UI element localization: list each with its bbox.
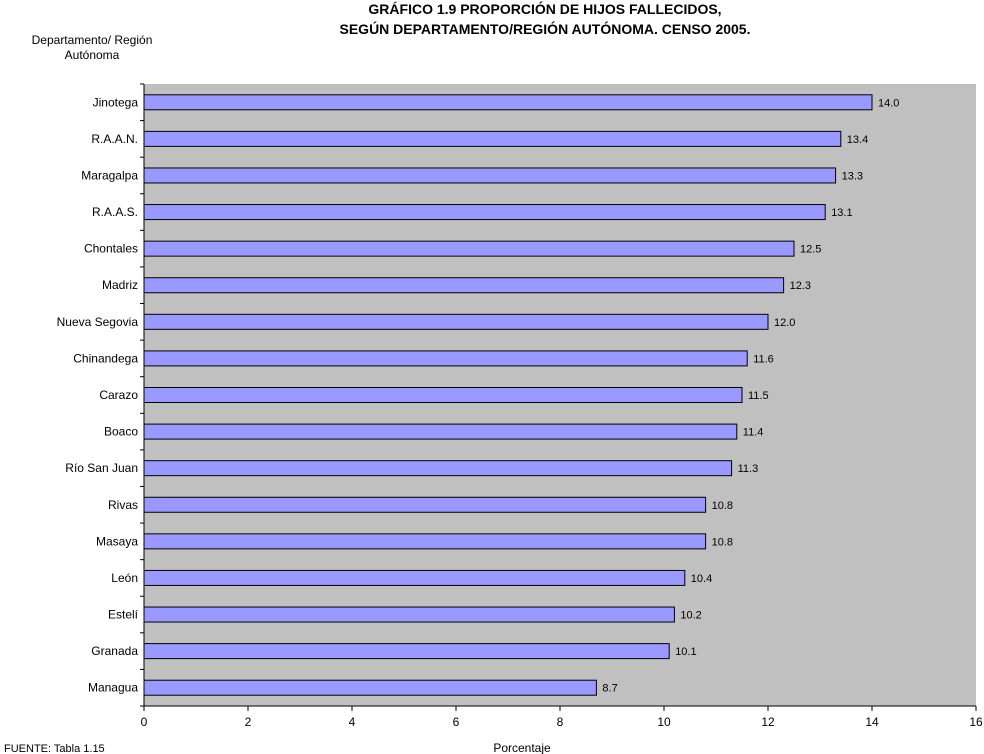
data-label: 12.3 <box>790 280 811 292</box>
bar <box>143 423 738 440</box>
category-label: Madriz <box>102 278 138 292</box>
bar <box>143 350 748 367</box>
bar <box>143 240 795 257</box>
data-label: 11.5 <box>748 390 769 402</box>
data-label: 10.8 <box>712 536 733 548</box>
y-axis-title-line-2: Autónoma <box>65 48 120 62</box>
x-tick-label: 14 <box>865 715 879 729</box>
chart-title-line-1: GRÁFICO 1.9 PROPORCIÓN DE HIJOS FALLECID… <box>368 0 721 17</box>
category-label: Río San Juan <box>65 461 138 475</box>
category-label: R.A.A.S. <box>92 205 138 219</box>
data-label: 11.3 <box>738 463 759 475</box>
data-label: 8.7 <box>602 683 617 695</box>
x-tick-label: 4 <box>349 715 356 729</box>
category-label: Maragalpa <box>81 168 138 182</box>
category-label: R.A.A.N. <box>91 132 138 146</box>
category-label: Granada <box>91 644 138 658</box>
bar <box>143 130 842 147</box>
bar <box>143 204 826 221</box>
data-label: 14.0 <box>878 97 899 109</box>
data-label: 13.1 <box>831 207 852 219</box>
data-label: 11.4 <box>743 427 764 439</box>
x-tick-label: 16 <box>969 715 983 729</box>
data-label: 10.8 <box>712 500 733 512</box>
bar <box>143 313 769 330</box>
data-label: 11.6 <box>753 353 774 365</box>
category-label: Chinandega <box>73 351 138 365</box>
x-tick-label: 10 <box>657 715 671 729</box>
category-label: Masaya <box>96 534 138 548</box>
bar <box>143 606 675 623</box>
y-axis-title-line-1: Departamento/ Región <box>32 33 153 47</box>
data-label: 12.5 <box>800 244 821 256</box>
data-label: 13.4 <box>847 134 868 146</box>
bar <box>143 94 873 111</box>
data-label: 12.0 <box>774 317 795 329</box>
category-label: Chontales <box>84 242 138 256</box>
bar <box>143 679 597 696</box>
data-label: 10.2 <box>680 610 701 622</box>
category-label: Managua <box>88 681 138 695</box>
category-label: Nueva Segovia <box>57 315 139 329</box>
chart-title-line-2: SEGÚN DEPARTAMENTO/REGIÓN AUTÓNOMA. CENS… <box>340 20 751 37</box>
source-note: FUENTE: Tabla 1.15 <box>4 743 105 754</box>
category-label: León <box>111 571 138 585</box>
x-tick-label: 8 <box>557 715 564 729</box>
x-tick-label: 2 <box>245 715 252 729</box>
category-label: Boaco <box>104 425 138 439</box>
category-label: Rivas <box>108 498 138 512</box>
category-label: Estelí <box>108 608 139 622</box>
bar <box>143 496 707 513</box>
bar <box>143 643 670 660</box>
category-label: Carazo <box>99 388 138 402</box>
bar <box>143 569 686 586</box>
bar <box>143 387 743 403</box>
data-label: 13.3 <box>842 170 863 182</box>
x-tick-label: 6 <box>453 715 460 729</box>
bar <box>143 533 707 550</box>
category-label: Jinotega <box>93 95 139 109</box>
data-label: 10.4 <box>691 573 712 585</box>
bar <box>143 460 733 477</box>
x-axis-title: Porcentaje <box>493 741 551 754</box>
bar <box>143 277 785 294</box>
data-label: 10.1 <box>675 646 696 658</box>
bar <box>143 167 837 184</box>
x-tick-label: 12 <box>761 715 775 729</box>
x-tick-label: 0 <box>141 715 148 729</box>
